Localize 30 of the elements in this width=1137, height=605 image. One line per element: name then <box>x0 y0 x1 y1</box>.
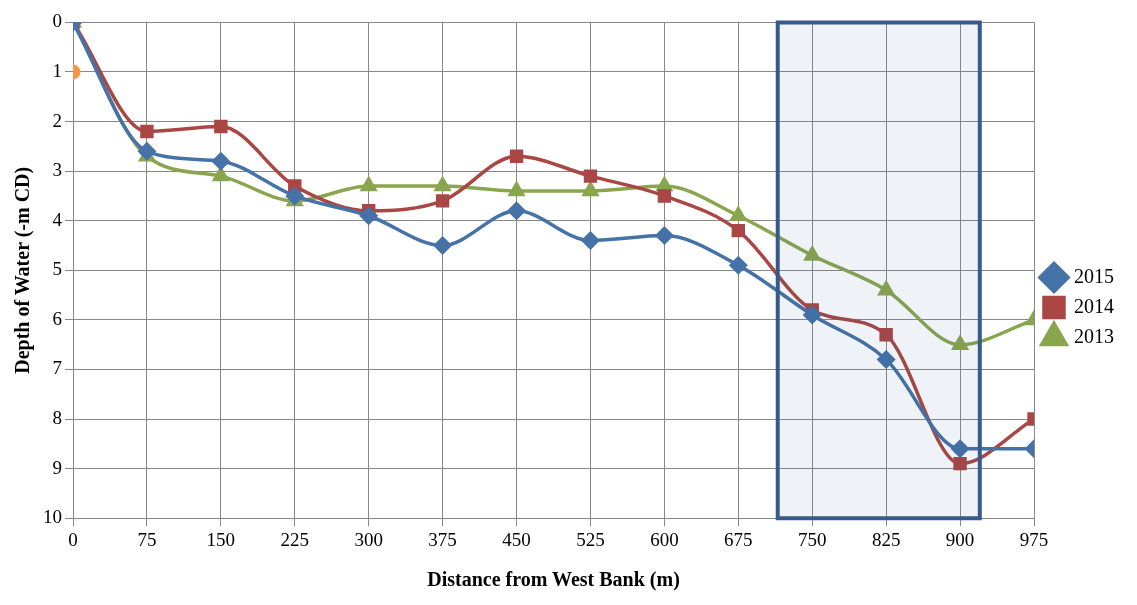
x-tick-label: 150 <box>206 528 236 550</box>
y-tick-label: 2 <box>52 109 62 131</box>
x-tick-label: 750 <box>797 528 827 550</box>
x-tick-label: 300 <box>354 528 383 550</box>
x-tick-label: 375 <box>428 528 457 550</box>
x-tick-label: 675 <box>724 528 753 550</box>
y-axis-title: Depth of Water (-m CD) <box>11 166 35 374</box>
y-tick-label: 4 <box>52 208 63 230</box>
x-tick-label: 975 <box>1019 528 1049 550</box>
x-tick-label: 0 <box>68 528 78 550</box>
x-tick-label: 75 <box>137 528 157 550</box>
y-tick-label: 3 <box>52 159 62 181</box>
y-tick-label: 6 <box>52 307 62 329</box>
x-tick-label: 450 <box>502 528 531 550</box>
x-tick-label: 600 <box>650 528 679 550</box>
y-tick-label: 0 <box>52 10 62 32</box>
y-tick-label: 10 <box>43 506 62 528</box>
legend-label: 2015 <box>1074 264 1114 287</box>
x-tick-label: 225 <box>280 528 310 550</box>
y-tick-label: 8 <box>52 407 62 429</box>
y-tick-label: 5 <box>52 258 62 280</box>
x-tick-label: 525 <box>576 528 605 550</box>
y-tick-label: 1 <box>52 59 62 81</box>
x-axis-title: Distance from West Bank (m) <box>427 568 680 592</box>
x-tick-label: 900 <box>945 528 975 550</box>
legend-label: 2013 <box>1074 324 1114 347</box>
legend-label: 2014 <box>1074 294 1114 317</box>
y-tick-label: 7 <box>52 357 62 379</box>
y-tick-label: 9 <box>52 456 62 478</box>
x-tick-label: 825 <box>871 528 901 550</box>
